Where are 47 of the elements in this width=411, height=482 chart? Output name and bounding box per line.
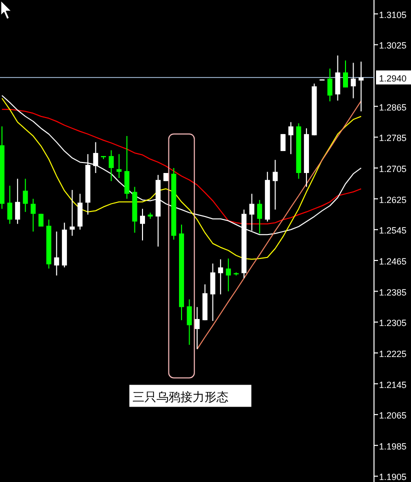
line-series bbox=[1, 108, 362, 224]
y-tick-label: 1.2305 bbox=[379, 318, 407, 328]
y-tick-label: 1.2545 bbox=[379, 226, 407, 236]
line-series bbox=[196, 100, 362, 350]
y-tick-label: 1.1985 bbox=[379, 441, 407, 452]
candlestick bbox=[78, 193, 83, 230]
y-tick-label: 1.2865 bbox=[379, 102, 407, 112]
candlestick bbox=[30, 198, 36, 232]
candlestick bbox=[15, 178, 20, 224]
candlestick bbox=[335, 54, 340, 102]
candlestick bbox=[288, 122, 294, 155]
y-tick-label: 1.3105 bbox=[379, 10, 407, 20]
candlestick bbox=[116, 154, 122, 179]
candlestick bbox=[218, 258, 224, 295]
y-tick-label: 1.2785 bbox=[379, 133, 407, 144]
candlestick bbox=[280, 134, 286, 152]
candlestick bbox=[93, 142, 98, 174]
candlestick bbox=[7, 185, 12, 224]
candlestick bbox=[140, 208, 145, 241]
line-series bbox=[1, 98, 362, 260]
candlestick bbox=[257, 199, 262, 234]
candlestick bbox=[210, 263, 216, 322]
candlestick bbox=[124, 136, 130, 200]
y-tick-label: 1.2385 bbox=[379, 287, 407, 298]
candlestick bbox=[226, 258, 231, 292]
candlestick bbox=[194, 306, 200, 350]
candlestick bbox=[22, 178, 28, 212]
y-tick-label: 1.2465 bbox=[379, 256, 407, 266]
candlestick bbox=[186, 298, 192, 346]
y-tick-label: 1.2065 bbox=[379, 410, 407, 421]
candlestick bbox=[343, 60, 348, 88]
candlestick bbox=[350, 62, 356, 99]
y-tick-label: 1.2145 bbox=[379, 380, 407, 390]
annotation: 三只乌鸦接力形态 bbox=[132, 390, 228, 404]
y-tick-label: 1.2225 bbox=[379, 348, 407, 359]
candlestick bbox=[358, 61, 364, 112]
y-tick-label: 1.2625 bbox=[379, 194, 407, 205]
y-tick-label: 1.2705 bbox=[379, 164, 407, 174]
candlestick bbox=[249, 193, 254, 232]
y-tick-label: 1.3025 bbox=[379, 40, 407, 51]
candlestick bbox=[54, 231, 60, 276]
ref-line-label: 1.2940 bbox=[379, 73, 407, 84]
candlestick bbox=[327, 68, 332, 102]
candlestick bbox=[108, 150, 114, 182]
y-tick-label: 1.1905 bbox=[379, 472, 407, 482]
candlestick bbox=[70, 189, 75, 236]
candlestick bbox=[272, 159, 278, 210]
